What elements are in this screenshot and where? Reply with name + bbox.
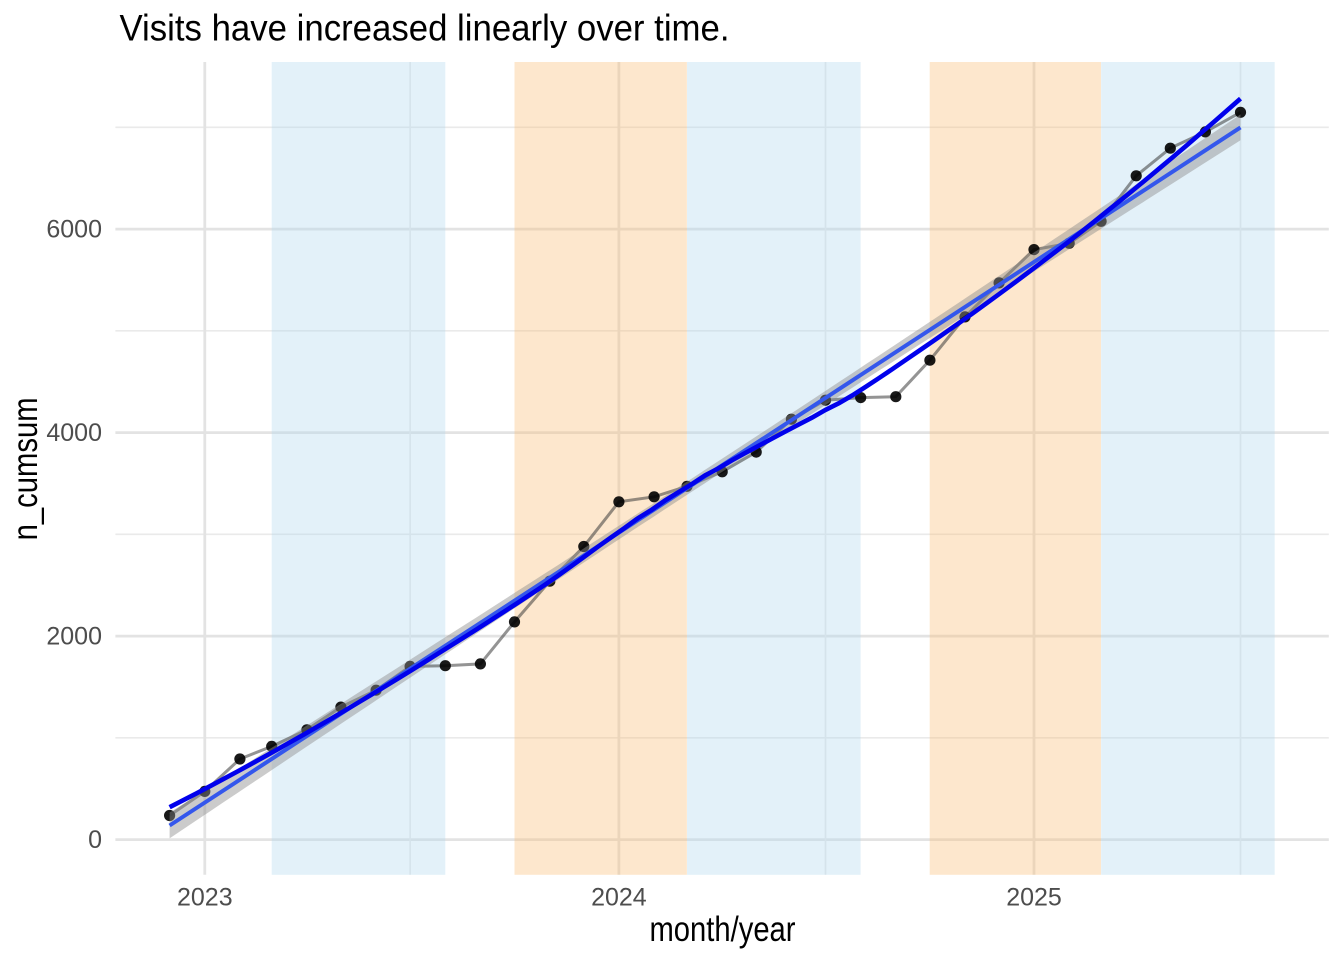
- svg-text:2024: 2024: [591, 884, 647, 912]
- svg-text:4000: 4000: [46, 419, 102, 447]
- svg-text:2025: 2025: [1006, 884, 1062, 912]
- svg-text:n_cumsum: n_cumsum: [6, 397, 45, 540]
- svg-text:month/year: month/year: [650, 910, 796, 949]
- svg-text:6000: 6000: [46, 216, 102, 244]
- svg-text:2023: 2023: [177, 884, 233, 912]
- svg-text:2000: 2000: [46, 623, 102, 651]
- svg-text:Visits have increased linearly: Visits have increased linearly over time…: [120, 6, 730, 48]
- svg-text:0: 0: [88, 826, 102, 854]
